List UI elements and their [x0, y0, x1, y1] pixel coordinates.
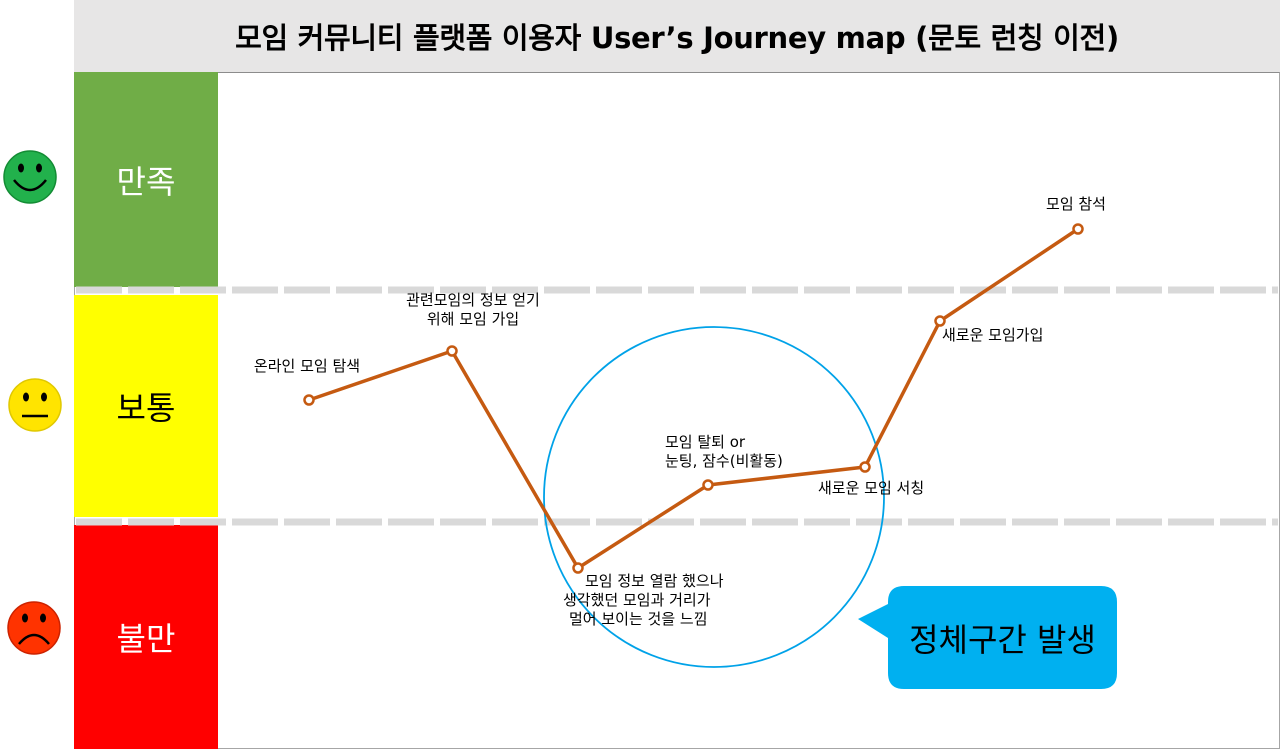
band-neutral: 보통	[74, 295, 218, 517]
journey-point	[1072, 223, 1084, 235]
journey-step-label: 모임 정보 열람 했으나 생각했던 모임과 거리가 멀어 보이는 것을 느낌	[563, 572, 724, 628]
journey-step-label: 새로운 모임가입	[942, 326, 1043, 344]
journey-point	[572, 562, 584, 574]
neutral-face-icon	[8, 378, 62, 432]
journey-step-label: 관련모임의 정보 얻기 위해 모임 가입	[406, 291, 540, 328]
page-title: 모임 커뮤니티 플랫폼 이용자 User’s Journey map (문토 런…	[74, 0, 1280, 72]
journey-point	[446, 345, 458, 357]
journey-point	[702, 479, 714, 491]
stagnation-circle	[543, 326, 885, 668]
journey-line	[308, 227, 1079, 570]
sad-face-icon	[7, 601, 61, 655]
journey-point	[303, 394, 315, 406]
band-satisfied: 만족	[74, 72, 218, 287]
journey-step-label: 모임 참석	[1046, 195, 1106, 213]
smile-face-icon	[3, 150, 57, 204]
callout-bubble	[858, 586, 1117, 689]
band-unsatisfied: 불만	[74, 525, 218, 749]
callout-text: 정체구간 발생	[909, 620, 1096, 659]
journey-point	[934, 315, 946, 327]
journey-point	[859, 461, 871, 473]
journey-step-label: 온라인 모임 탐색	[254, 357, 360, 375]
journey-step-label: 새로운 모임 서칭	[818, 479, 924, 497]
journey-step-label: 모임 탈퇴 or 눈팅, 잠수(비활동)	[665, 433, 783, 470]
